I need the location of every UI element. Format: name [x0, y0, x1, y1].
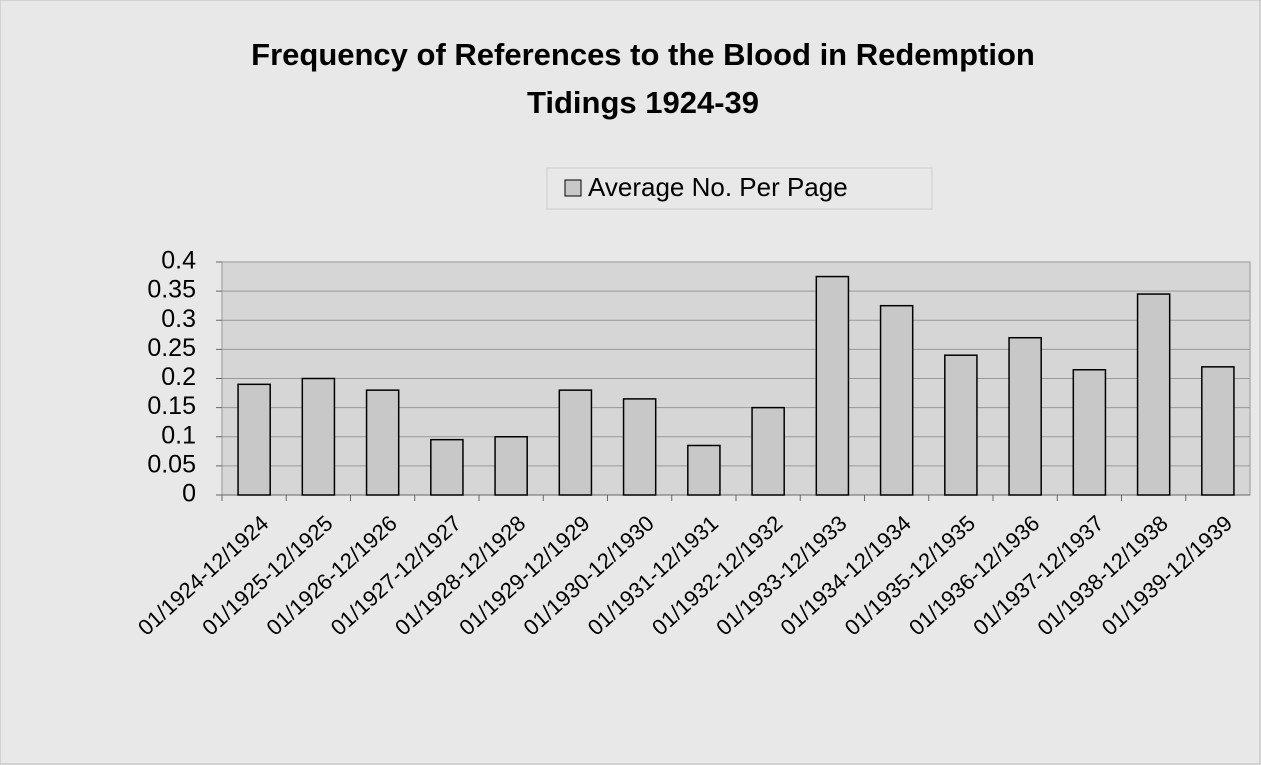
y-tick-label: 0.4: [161, 247, 196, 275]
legend-box: [546, 167, 933, 210]
legend-label: Average No. Per Page: [588, 172, 848, 202]
y-tick-label: 0.2: [161, 363, 196, 391]
bar: [430, 438, 464, 496]
bar: [494, 436, 528, 496]
bar: [687, 444, 721, 496]
bar: [1201, 366, 1235, 496]
chart-title: Frequency of References to the Blood in …: [251, 37, 1035, 72]
y-tick-label: 0.25: [147, 334, 196, 362]
bar: [558, 389, 593, 496]
bar: [944, 354, 978, 496]
y-tick-label: 0.1: [161, 421, 196, 449]
bar: [1072, 369, 1107, 496]
y-tick-label: 0: [182, 480, 196, 508]
bar: [237, 383, 271, 496]
bar: [622, 398, 657, 496]
y-tick-label: 0.35: [147, 276, 196, 304]
y-tick-label: 0.3: [161, 305, 196, 333]
bar: [815, 275, 850, 496]
bar: [879, 304, 914, 496]
bar: [1008, 336, 1042, 496]
legend-swatch: [564, 179, 582, 197]
bar: [1136, 293, 1171, 496]
chart-title: Tidings 1924-39: [527, 85, 759, 120]
bar: [751, 406, 785, 496]
y-tick-label: 0.05: [147, 450, 196, 478]
bar: [301, 377, 336, 496]
y-tick-label: 0.15: [147, 392, 196, 420]
bar: [365, 389, 400, 496]
